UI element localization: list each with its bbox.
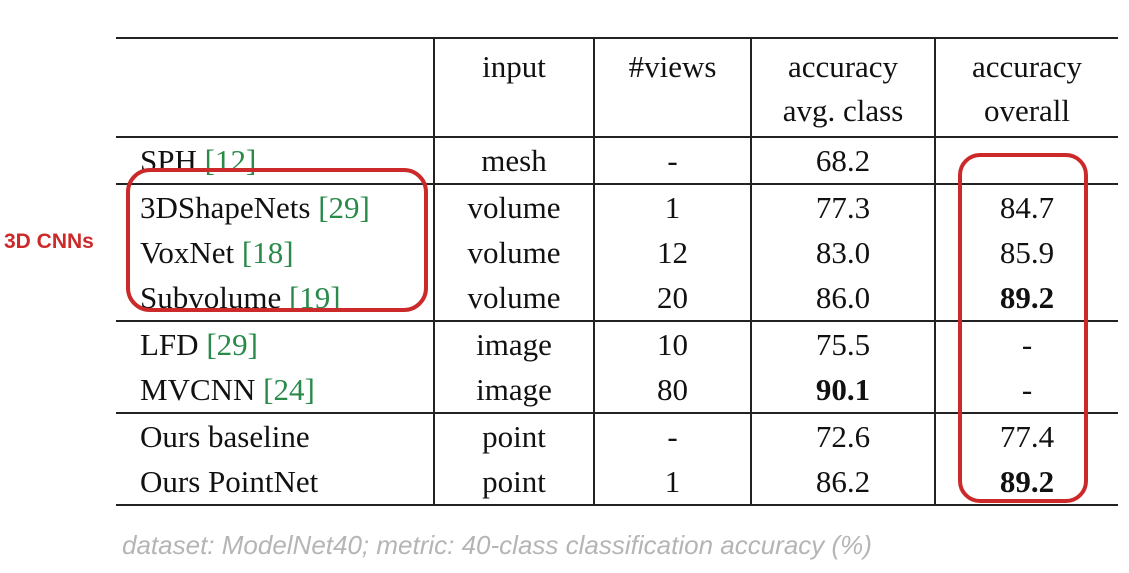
table-header-row: input #views accuracy avg. class accurac…	[116, 37, 1118, 138]
header-accuracy-avg-class: accuracy avg. class	[750, 37, 935, 138]
method-name: LFD	[140, 327, 199, 362]
header-accuracy-overall-line1: accuracy	[971, 49, 1083, 84]
method-cell: VoxNet [18]	[116, 230, 434, 275]
header-views: #views	[593, 37, 751, 138]
dataset-caption: dataset: ModelNet40; metric: 40-class cl…	[122, 530, 872, 560]
method-name: Ours baseline	[140, 419, 310, 454]
input-cell: image	[433, 321, 594, 367]
citation: [29]	[318, 190, 370, 225]
method-cell: Subvolume [19]	[116, 275, 434, 322]
input-cell: point	[433, 413, 594, 459]
views-cell: 80	[593, 367, 751, 414]
method-name: MVCNN	[140, 372, 256, 407]
views-cell: 1	[593, 459, 751, 506]
input-cell: mesh	[433, 137, 594, 185]
method-name: Subvolume	[140, 280, 282, 315]
citation: [29]	[206, 327, 258, 362]
input-cell: volume	[433, 230, 594, 275]
method-cell: SPH [12]	[116, 137, 434, 185]
header-input: input	[433, 37, 594, 138]
header-accuracy-overall-line2: overall	[983, 93, 1071, 128]
method-cell: LFD [29]	[116, 321, 434, 367]
table-row: Subvolume [19] volume 20 86.0 89.2	[116, 275, 1118, 322]
avg-class-cell: 86.0	[750, 275, 935, 322]
method-name: Ours PointNet	[140, 464, 319, 499]
header-accuracy-overall: accuracy overall	[934, 37, 1118, 138]
input-cell: point	[433, 459, 594, 506]
avg-class-cell: 72.6	[750, 413, 935, 459]
results-table: input #views accuracy avg. class accurac…	[116, 37, 1118, 506]
views-cell: 12	[593, 230, 751, 275]
citation: [18]	[241, 235, 294, 270]
views-cell: -	[593, 137, 751, 185]
views-cell: 1	[593, 184, 751, 230]
avg-class-cell: 83.0	[750, 230, 935, 275]
3d-cnns-annotation: 3D CNNs	[4, 230, 94, 253]
citation: [24]	[263, 372, 315, 407]
avg-class-cell: 68.2	[750, 137, 935, 185]
views-cell: 20	[593, 275, 751, 322]
input-cell: image	[433, 367, 594, 414]
avg-class-cell-best: 90.1	[750, 367, 935, 414]
views-cell: -	[593, 413, 751, 459]
method-cell: MVCNN [24]	[116, 367, 434, 414]
method-cell: Ours baseline	[116, 413, 434, 459]
method-cell: Ours PointNet	[116, 459, 434, 506]
method-cell: 3DShapeNets [29]	[116, 184, 434, 230]
avg-class-cell: 75.5	[750, 321, 935, 367]
table-row: Ours PointNet point 1 86.2 89.2	[116, 459, 1118, 506]
table-row: MVCNN [24] image 80 90.1 -	[116, 367, 1118, 414]
input-cell: volume	[433, 184, 594, 230]
table-row: LFD [29] image 10 75.5 -	[116, 321, 1118, 367]
header-accuracy-avg-class-line2: avg. class	[782, 93, 904, 128]
avg-class-cell: 86.2	[750, 459, 935, 506]
header-method	[116, 37, 434, 138]
results-table-container: input #views accuracy avg. class accurac…	[116, 37, 1118, 506]
table-row: VoxNet [18] volume 12 83.0 85.9	[116, 230, 1118, 275]
citation: [19]	[288, 280, 341, 315]
avg-class-cell: 77.3	[750, 184, 935, 230]
input-cell: volume	[433, 275, 594, 322]
method-name: VoxNet	[140, 235, 235, 270]
method-name: 3DShapeNets	[140, 190, 311, 225]
header-accuracy-avg-class-line1: accuracy	[787, 49, 899, 84]
3d-cnn-highlight-box	[126, 168, 428, 312]
overall-accuracy-highlight-box	[958, 153, 1088, 503]
views-cell: 10	[593, 321, 751, 367]
